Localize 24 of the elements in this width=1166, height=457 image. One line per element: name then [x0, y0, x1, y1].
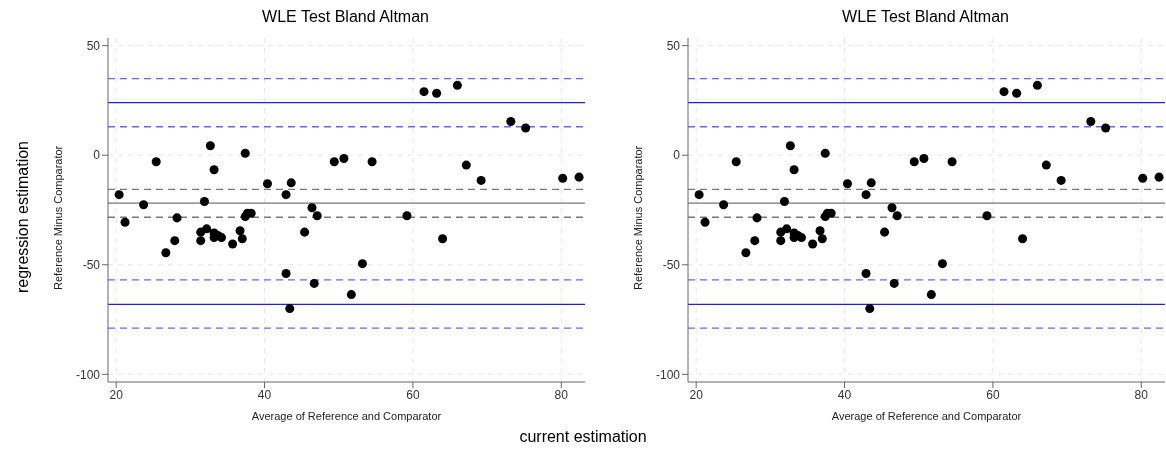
y-tick-label: -100: [75, 367, 101, 382]
x-tick-label: 60: [986, 387, 1000, 402]
x-axis-title: Average of Reference and Comparator: [251, 410, 442, 422]
y-axis-title: Reference Minus Comparator: [631, 145, 644, 290]
y-tick-label: -50: [662, 258, 681, 273]
y-tick-label: 0: [93, 148, 101, 163]
y-tick-label: 0: [673, 148, 681, 163]
y-tick-label: 50: [666, 38, 681, 53]
x-tick-label: 80: [554, 387, 569, 402]
x-tick-label: 20: [689, 387, 704, 402]
text: regression estimation: [14, 139, 32, 296]
x-tick-label: 40: [837, 387, 852, 402]
x-tick-label: 40: [257, 387, 272, 402]
y-axis-title: Reference Minus Comparator: [51, 145, 64, 290]
x-tick-label: 20: [109, 387, 124, 402]
x-tick-label: 80: [1134, 387, 1149, 402]
y-tick-label: -100: [655, 367, 681, 382]
y-tick-label: 50: [86, 38, 101, 53]
chart-title: WLE Test Bland Altman: [261, 8, 430, 27]
chart-title: WLE Test Bland Altman: [841, 8, 1010, 27]
y-tick-label: -50: [82, 258, 101, 273]
x-axis-title: Average of Reference and Comparator: [831, 410, 1022, 422]
x-tick-label: 60: [406, 387, 420, 402]
text: current estimation: [518, 428, 648, 446]
